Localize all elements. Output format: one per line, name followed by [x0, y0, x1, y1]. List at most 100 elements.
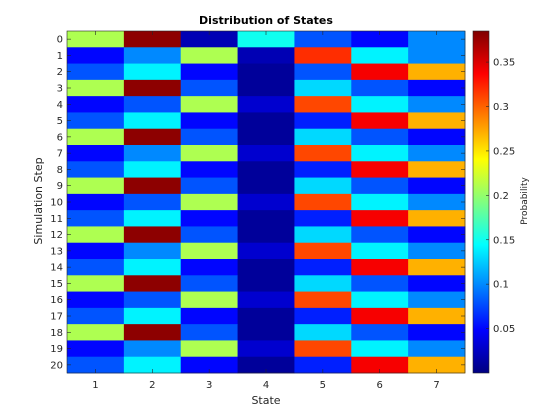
heatmap-cell	[67, 128, 125, 146]
heatmap-cell	[408, 307, 466, 325]
heatmap-cell	[294, 63, 352, 81]
y-tick-label: 11	[50, 214, 63, 225]
heatmap-cell	[180, 79, 238, 97]
x-tick-label: 6	[377, 380, 383, 391]
heatmap-cell	[408, 242, 466, 260]
heatmap-cell	[123, 356, 182, 374]
heatmap-cell	[180, 96, 238, 113]
heatmap-cell	[408, 324, 466, 341]
heatmap-cell	[180, 128, 238, 146]
heatmap-cell	[351, 356, 409, 374]
y-tick-label: 9	[57, 181, 63, 192]
heatmap-cell	[351, 63, 409, 81]
heatmap-cell	[294, 128, 352, 146]
colorbar-tick-label: 0.3	[493, 102, 509, 113]
heatmap-cell	[180, 307, 238, 325]
heatmap-cell	[123, 63, 182, 81]
heatmap-cell	[351, 340, 409, 358]
y-axis-label: Simulation Step	[32, 157, 45, 244]
heatmap-cell	[294, 291, 352, 309]
colorbar-tick-label: 0.15	[493, 235, 515, 246]
y-tick-label: 6	[57, 132, 63, 143]
colorbar-tick-label: 0.05	[493, 324, 515, 335]
heatmap-cell	[237, 259, 295, 276]
heatmap-cell	[123, 242, 182, 260]
heatmap-cell	[67, 63, 125, 81]
y-tick-label: 14	[50, 263, 63, 274]
heatmap-cell	[180, 259, 238, 276]
heatmap-cell	[123, 226, 182, 244]
heatmap-cell	[67, 356, 125, 374]
colorbar-tick-label: 0.1	[493, 280, 509, 291]
heatmap-cell	[180, 226, 238, 244]
heatmap-cell	[294, 193, 352, 211]
heatmap-cell	[123, 259, 182, 276]
heatmap-cell	[180, 63, 238, 81]
heatmap-cell	[237, 47, 295, 64]
heatmap-cell	[67, 79, 125, 97]
heatmap-cell	[123, 177, 182, 195]
heatmap-cell	[408, 259, 466, 276]
heatmap-cell	[237, 145, 295, 162]
heatmap-cell	[67, 31, 125, 48]
colorbar-tick-label: 0.25	[493, 146, 515, 157]
heatmap-cell	[180, 161, 238, 178]
heatmap-cells	[67, 31, 466, 374]
heatmap-cell	[294, 340, 352, 358]
heatmap-cell	[408, 31, 466, 48]
heatmap-cell	[294, 79, 352, 97]
heatmap-cell	[180, 275, 238, 292]
heatmap-cell	[351, 177, 409, 195]
y-tick-label: 3	[57, 84, 63, 95]
chart-title: Distribution of States	[199, 14, 333, 27]
heatmap-cell	[351, 210, 409, 227]
heatmap-cell	[180, 177, 238, 195]
heatmap-cell	[67, 242, 125, 260]
heatmap-cell	[123, 193, 182, 211]
y-tick-label: 18	[50, 328, 63, 339]
heatmap-cell	[237, 63, 295, 81]
heatmap-cell	[180, 242, 238, 260]
heatmap-cell	[237, 193, 295, 211]
heatmap-cell	[351, 128, 409, 146]
heatmap-cell	[408, 128, 466, 146]
heatmap-cell	[351, 145, 409, 162]
x-tick-label: 4	[263, 380, 269, 391]
heatmap-cell	[237, 340, 295, 358]
x-tick-label: 7	[433, 380, 439, 391]
x-tick-label: 5	[320, 380, 326, 391]
heatmap-cell	[294, 356, 352, 374]
heatmap-cell	[67, 177, 125, 195]
heatmap-cell	[351, 259, 409, 276]
heatmap-cell	[408, 340, 466, 358]
y-tick-label: 19	[50, 344, 63, 355]
x-tick-label: 3	[206, 380, 212, 391]
heatmap-cell	[408, 47, 466, 64]
y-tick-label: 8	[57, 165, 63, 176]
heatmap-cell	[67, 193, 125, 211]
y-tick-label: 17	[50, 312, 63, 323]
heatmap-cell	[180, 356, 238, 374]
heatmap-cell	[123, 112, 182, 130]
x-tick-label: 2	[149, 380, 155, 391]
heatmap-cell	[351, 112, 409, 130]
heatmap-cell	[67, 291, 125, 309]
y-tick-label: 5	[57, 116, 63, 127]
y-tick-label: 10	[50, 198, 63, 209]
heatmap-cell	[237, 275, 295, 292]
heatmap-cell	[237, 291, 295, 309]
heatmap-cell	[408, 161, 466, 178]
heatmap-cell	[237, 31, 295, 48]
heatmap-cell	[67, 47, 125, 64]
heatmap-cell	[237, 177, 295, 195]
y-tick-label: 20	[50, 360, 63, 371]
heatmap-cell	[408, 63, 466, 81]
heatmap-cell	[237, 307, 295, 325]
y-tick-label: 7	[57, 149, 63, 160]
heatmap-cell	[294, 31, 352, 48]
heatmap-cell	[294, 145, 352, 162]
heatmap-cell	[237, 112, 295, 130]
heatmap-cell	[67, 340, 125, 358]
heatmap-cell	[408, 291, 466, 309]
